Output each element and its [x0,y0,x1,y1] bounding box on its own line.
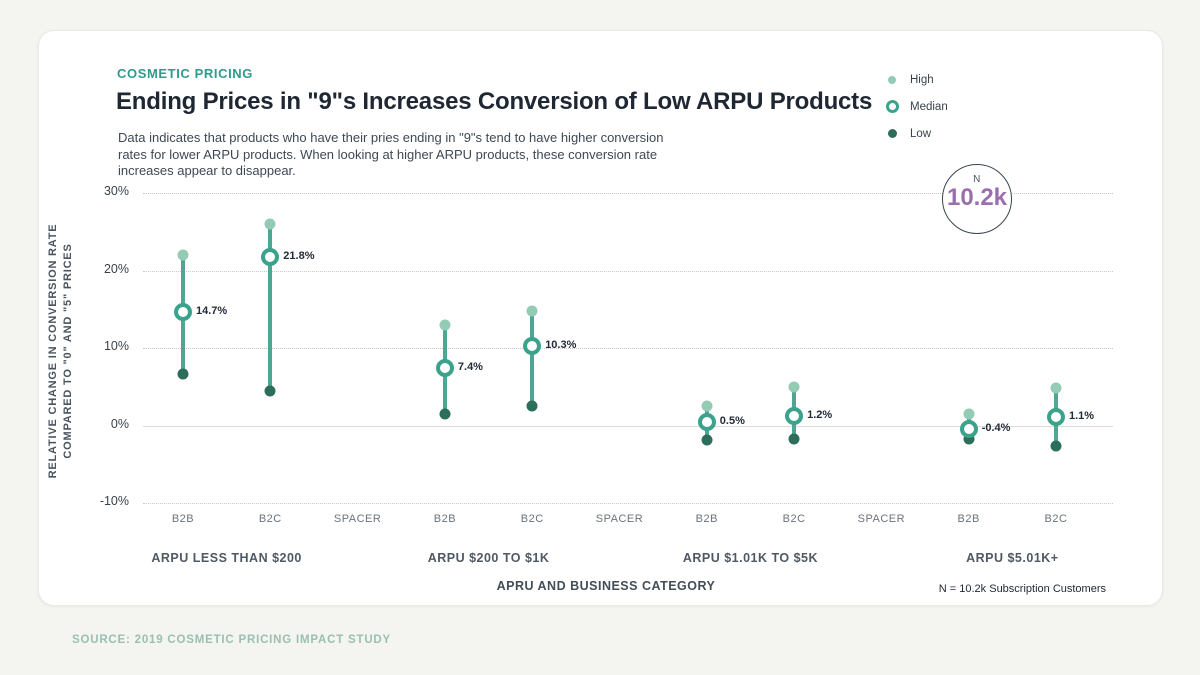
sample-size-footnote: N = 10.2k Subscription Customers [938,583,1106,595]
subtitle-line-2: rates for lower ARPU products. When look… [118,146,658,162]
y-tick-label: 0% [110,416,129,431]
high-dot [1050,382,1062,394]
x-tick-label: B2C [258,513,282,525]
median-ring [1047,407,1065,426]
median-ring-icon [884,100,900,113]
low-dot [439,408,451,420]
x-axis-title: APRU AND BUSINESS CATEGORY [496,579,716,593]
high-dot [177,249,189,261]
median-ring [435,359,454,378]
x-group-label-0: ARPU LESS THAN $200 [151,551,302,565]
legend-item-high: High [884,71,948,88]
legend-label: Low [910,127,932,140]
x-group-label-2: ARPU $1.01K TO $5K [682,551,819,565]
legend: High Median Low [884,71,948,152]
legend-label: High [910,73,934,86]
subtitle-line-1: Data indicates that products who have th… [118,130,664,145]
median-value-label: 21.8% [283,249,315,262]
y-tick-label: 10% [103,339,129,353]
median-ring [959,419,978,438]
subtitle: Data indicates that products who have th… [118,130,663,180]
high-dot [788,381,800,393]
page-title: Ending Prices in "9"s Increases Conversi… [116,88,873,115]
chart-card: COSMETIC PRICING Ending Prices in "9"s I… [38,30,1163,606]
median-value-label: 14.7% [196,304,228,317]
x-tick-label: SPACER [595,513,644,525]
high-dot [264,218,276,230]
low-dot [264,385,276,397]
median-ring [261,247,280,266]
gridline--10 [143,503,1113,504]
sample-size-badge: N 10.2k [942,164,1012,234]
x-group-label-3: ARPU $5.01K+ [966,551,1059,565]
high-dot [963,408,975,420]
range-line [530,310,535,407]
low-dot [963,433,975,445]
legend-item-median: Median [884,98,948,115]
median-ring [697,412,716,431]
y-tick-label: -10% [99,494,129,508]
median-value-label: 7.4% [457,361,483,374]
median-ring [785,407,804,426]
median-value-label: 1.1% [1069,409,1095,422]
gridline-20 [143,270,1113,272]
low-dot-icon [884,129,900,138]
median-ring [174,302,192,321]
x-tick-label: SPACER [857,513,906,525]
y-tick-label: 30% [103,184,129,198]
x-tick-label: B2C [1044,513,1068,525]
badge-label: N [973,174,981,185]
median-ring [523,336,542,355]
legend-item-low: Low [884,125,948,142]
y-axis-title: RELATIVE CHANGE IN CONVERSION RATE COMPA… [46,224,76,479]
x-tick-label: B2C [520,513,544,525]
high-dot [439,319,451,331]
high-dot [526,305,538,317]
x-tick-label: B2B [433,513,457,525]
source-line: SOURCE: 2019 COSMETIC PRICING IMPACT STU… [72,634,392,646]
kicker: COSMETIC PRICING [117,66,253,81]
low-dot [1050,440,1062,452]
subtitle-line-3: increases appear to disappear. [118,163,296,178]
low-dot [701,434,713,446]
x-tick-label: SPACER [333,513,382,525]
high-dot [701,400,713,412]
y-tick-label: 20% [103,261,129,276]
gridline-30 [143,193,1113,194]
y-axis-title-line-2: COMPARED TO "0" AND "5" PRICES [62,243,74,459]
median-value-label: 0.5% [719,414,745,427]
x-group-label-1: ARPU $200 TO $1K [427,551,550,565]
range-line [268,224,273,391]
legend-label: Median [910,100,948,113]
y-axis-title-line-1: RELATIVE CHANGE IN CONVERSION RATE [47,223,59,479]
x-tick-label: B2B [957,513,980,525]
plot-area: 30% 20% 10% 0% -10% 14.7% B2B 21.8% B2C SPACER 7.4… [39,31,1162,605]
gridline-0 [143,425,1113,427]
low-dot [526,400,538,412]
gridline-10 [143,348,1113,349]
low-dot [788,433,800,445]
x-tick-label: B2B [171,513,195,525]
high-dot-icon [884,75,900,84]
median-value-label: -0.4% [981,421,1011,434]
median-value-label: 10.3% [545,338,577,351]
badge-value: 10.2k [946,184,1008,211]
low-dot [177,368,189,380]
median-value-label: 1.2% [807,409,833,422]
x-tick-label: B2B [695,513,718,525]
x-tick-label: B2C [782,513,806,525]
